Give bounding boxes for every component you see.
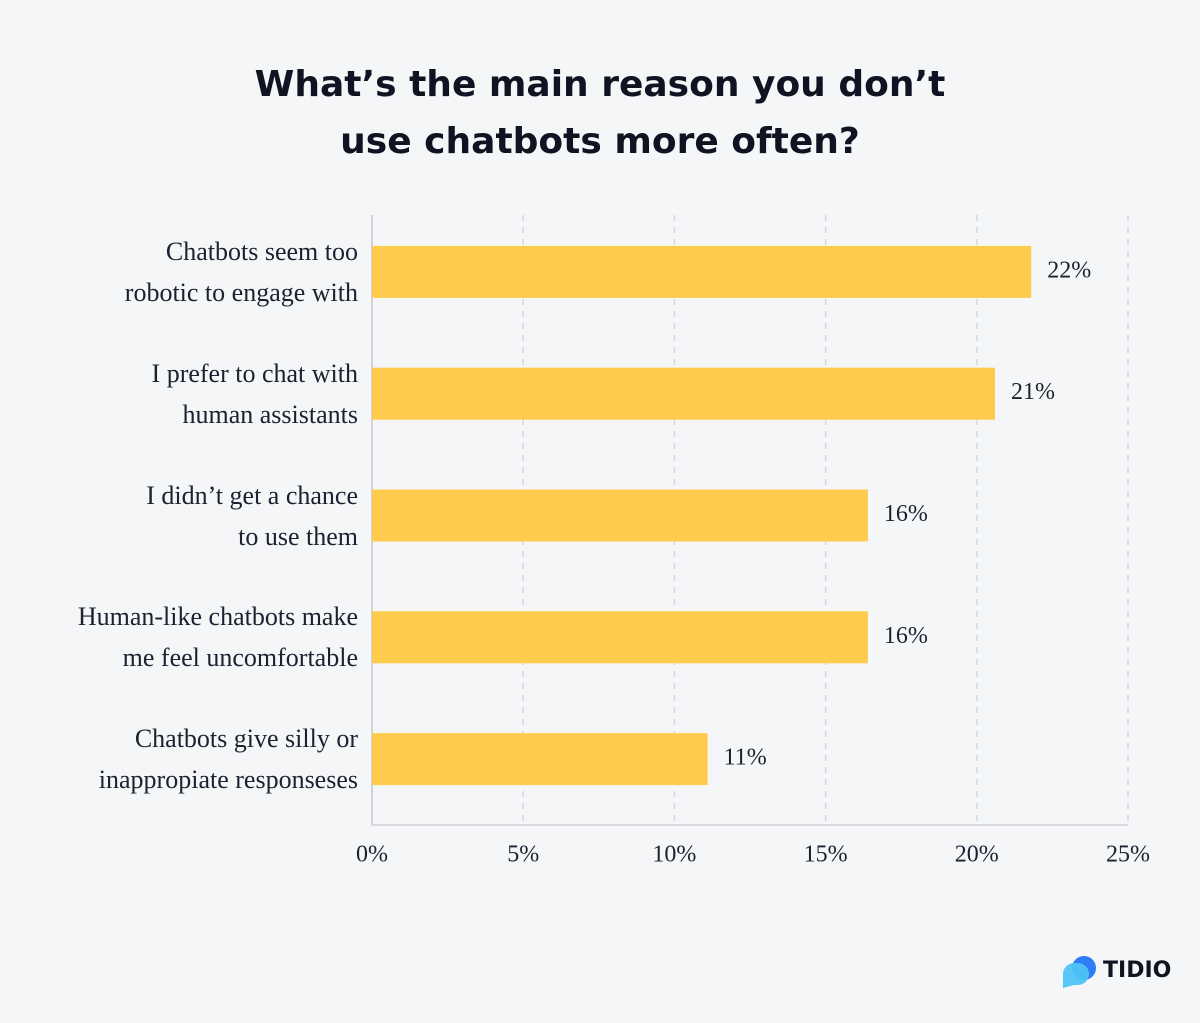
value-label: 16% xyxy=(884,501,928,527)
x-tick-label: 20% xyxy=(955,842,999,868)
bar xyxy=(372,367,995,420)
logo: TIDIO xyxy=(1103,958,1172,983)
y-tick-label: Chatbots give silly or inappropiate resp… xyxy=(98,724,358,795)
chart-title: What’s the main reason you don’t use cha… xyxy=(254,64,946,162)
y-tick-label: Chatbots seem too robotic to engage with xyxy=(124,236,358,307)
value-label: 16% xyxy=(884,623,928,649)
bar xyxy=(372,733,708,786)
x-tick-label: 25% xyxy=(1106,842,1150,868)
logo-icon xyxy=(1063,956,1096,988)
x-tick-label: 5% xyxy=(507,842,539,868)
bar xyxy=(372,489,868,542)
y-tick-label: I prefer to chat with human assistants xyxy=(151,358,358,429)
y-tick-label: Human-like chatbots make me feel uncomfo… xyxy=(77,602,358,673)
bar xyxy=(372,245,1032,298)
x-tick-label: 10% xyxy=(652,842,696,868)
y-tick-label: I didn’t get a chance to use them xyxy=(146,480,358,551)
value-label: 21% xyxy=(1011,379,1055,405)
bar xyxy=(372,611,868,664)
x-tick-label: 0% xyxy=(356,842,388,868)
x-tick-label: 15% xyxy=(804,842,848,868)
value-label: 22% xyxy=(1047,257,1091,283)
value-label: 11% xyxy=(724,745,767,771)
